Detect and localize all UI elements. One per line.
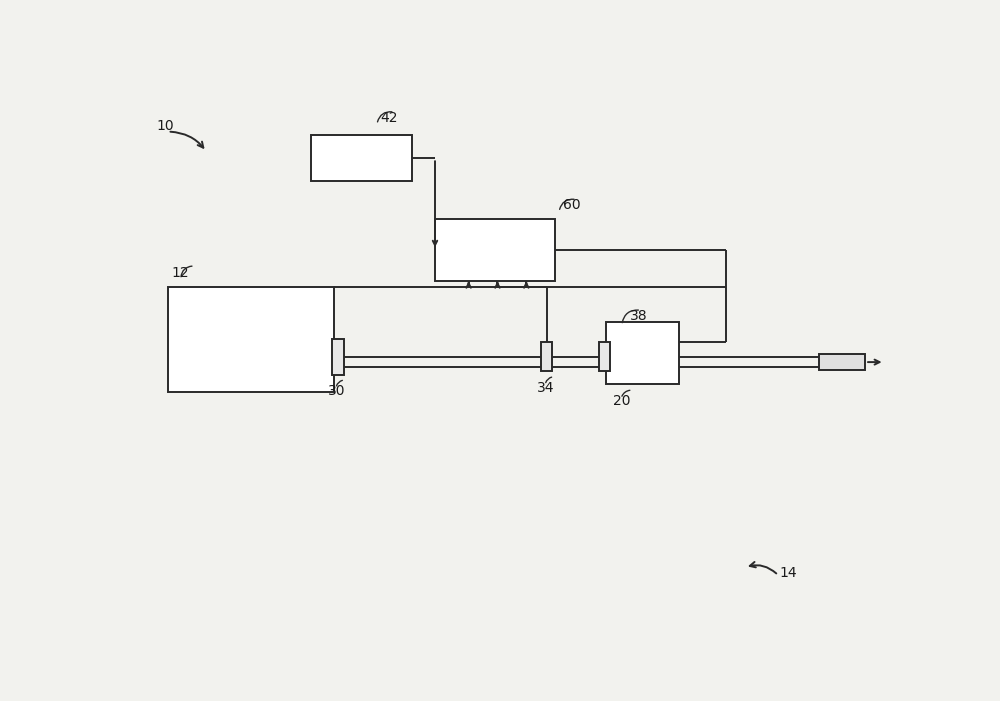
Bar <box>311 135 412 182</box>
Bar <box>606 322 679 383</box>
Text: 34: 34 <box>537 381 555 395</box>
Text: 38: 38 <box>630 309 647 323</box>
Bar <box>168 287 334 392</box>
Text: 30: 30 <box>328 384 346 398</box>
Bar <box>599 341 610 372</box>
Bar <box>435 219 555 281</box>
Bar <box>819 354 865 370</box>
Text: 14: 14 <box>780 566 798 580</box>
Text: 12: 12 <box>172 266 189 280</box>
Text: 42: 42 <box>381 111 398 125</box>
Text: 60: 60 <box>563 198 580 212</box>
Text: 20: 20 <box>613 394 631 408</box>
Bar <box>541 341 552 372</box>
Bar <box>332 339 344 374</box>
Text: 10: 10 <box>156 119 174 133</box>
